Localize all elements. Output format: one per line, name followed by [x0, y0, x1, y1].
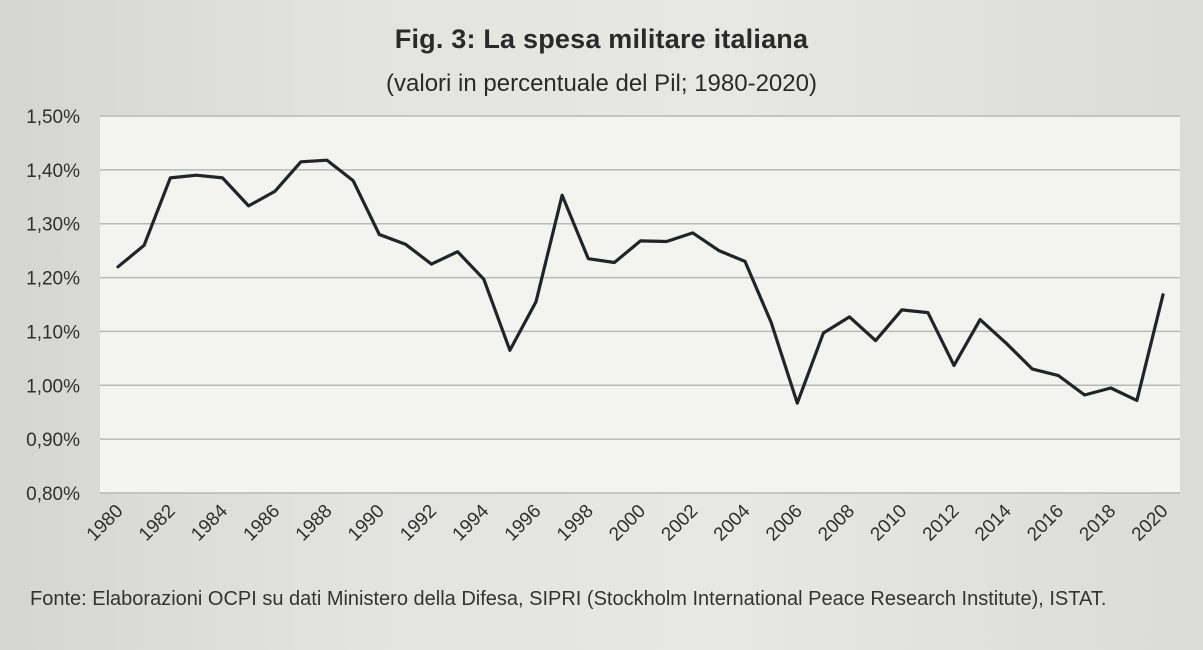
x-tick-label: 2008 [814, 501, 859, 546]
x-tick-label: 1996 [501, 501, 546, 546]
y-tick-label: 1,50% [26, 107, 80, 128]
x-tick-label: 2012 [919, 501, 964, 546]
x-tick-label: 2000 [605, 501, 650, 546]
y-tick-label: 0,80% [26, 484, 80, 505]
y-tick-label: 0,90% [26, 430, 80, 451]
x-tick-label: 1984 [187, 500, 232, 545]
y-tick-label: 1,30% [26, 215, 80, 236]
series-line [116, 158, 1165, 405]
x-tick-label: 2020 [1128, 501, 1173, 546]
x-tick-label: 2010 [867, 501, 912, 546]
line-chart: 0,80% 0,90% 1,00% 1,10% 1,20% 1,30% 1,40% 1,50%… [26, 107, 1180, 546]
chart-title: Fig. 3: La spesa militare italiana [394, 24, 809, 54]
x-tick-label: 2004 [710, 500, 755, 545]
x-tick-label: 1982 [135, 501, 180, 546]
x-tick-label: 2016 [1023, 501, 1068, 546]
y-tick-label: 1,10% [26, 322, 80, 343]
x-tick-label: 1994 [449, 500, 494, 545]
x-tick-label: 2002 [658, 501, 703, 546]
chart-subtitle: (valori in percentuale del Pil; 1980-202… [386, 70, 817, 97]
x-tick-label: 1980 [83, 501, 128, 546]
x-tick-label: 1988 [292, 501, 337, 546]
plot-area [100, 116, 1180, 493]
x-tick-label: 2018 [1076, 501, 1121, 546]
source-note: Fonte: Elaborazioni OCPI su dati Ministe… [30, 588, 1107, 610]
y-tick-label: 1,00% [26, 376, 80, 397]
x-tick-label: 1986 [240, 501, 285, 546]
x-tick-label: 2014 [971, 500, 1016, 545]
y-tick-label: 1,20% [26, 269, 80, 290]
x-tick-label: 1992 [396, 501, 441, 546]
y-tick-label: 1,40% [26, 161, 80, 182]
x-tick-label: 2006 [762, 501, 807, 546]
x-tick-label: 1990 [344, 501, 389, 546]
x-tick-label: 1998 [553, 501, 598, 546]
